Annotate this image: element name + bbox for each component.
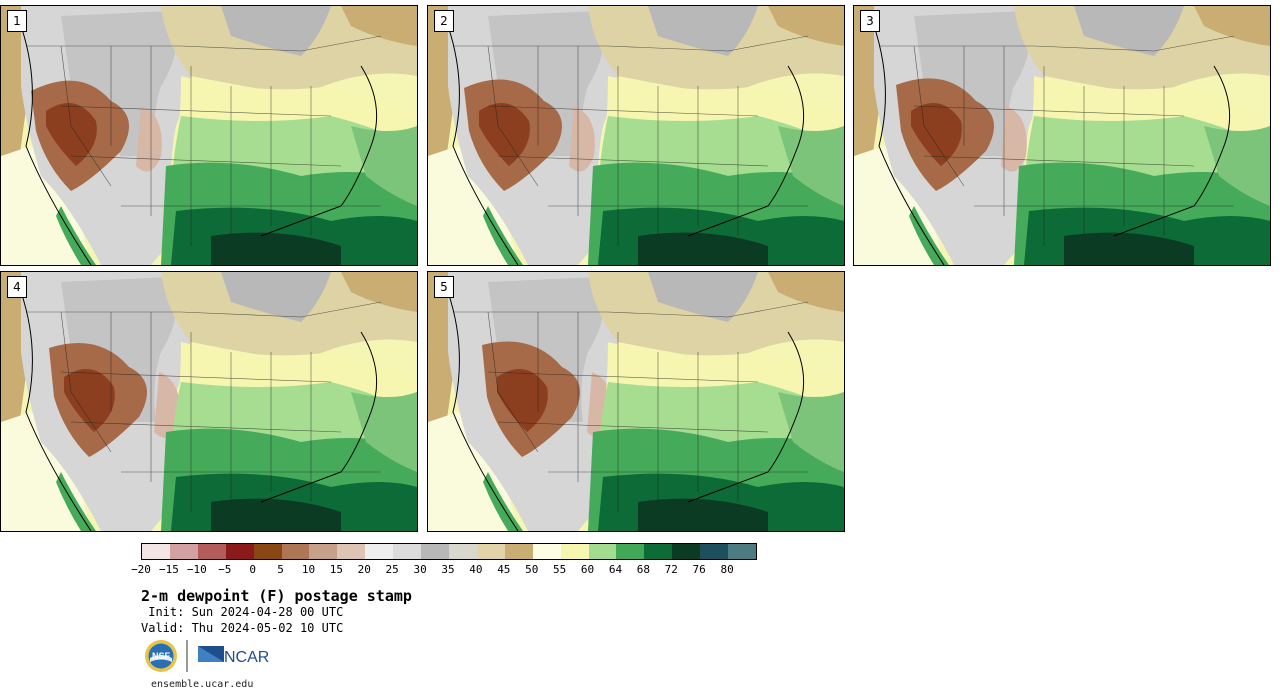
colorbar-tick-label: −15	[158, 563, 179, 576]
colorbar-tick-label: 40	[469, 563, 483, 576]
colorbar-ticks: −20 −15 −10 −5 0 5 10 15 20 25 30 35 40 45 50 55 60 64 68 7…	[131, 563, 755, 577]
colorbar-swatch	[476, 544, 505, 559]
ncar-logo: NCAR	[198, 646, 269, 666]
map-panel-2: 2	[427, 5, 845, 266]
panel-number: 3	[860, 10, 880, 32]
colorbar-tick-label: −5	[218, 563, 232, 576]
colorbar-swatch	[588, 544, 617, 559]
colorbar-tick-label: 80	[720, 563, 734, 576]
colorbar-swatch	[504, 544, 533, 559]
colorbar-tick-label: 60	[580, 563, 595, 576]
colorbar-tick-label: 68	[636, 563, 650, 576]
colorbar-tick-label: 55	[553, 563, 567, 576]
colorbar-tick-label: 10	[301, 563, 316, 576]
svg-text:NCAR: NCAR	[224, 649, 269, 666]
colorbar-tick-label: 76	[692, 563, 706, 576]
website-url: ensemble.ucar.edu	[151, 679, 254, 690]
colorbar-tick-label: 20	[357, 563, 371, 576]
valid-time: Valid: Thu 2024-05-02 10 UTC	[141, 621, 344, 635]
colorbar-tick-label: 15	[329, 563, 343, 576]
colorbar-tick-label: −20	[131, 563, 151, 576]
colorbar-swatch	[393, 544, 422, 559]
panel-number: 4	[7, 276, 27, 298]
colorbar-swatch	[700, 544, 729, 559]
map-panel-5: 5	[427, 271, 845, 532]
colorbar-swatch	[448, 544, 477, 559]
colorbar-swatch	[142, 544, 170, 559]
colorbar-swatch	[728, 544, 756, 559]
map-panel-4: 4	[0, 271, 418, 532]
colorbar-swatch	[225, 544, 254, 559]
figure-title: 2-m dewpoint (F) postage stamp	[141, 587, 412, 605]
colorbar-tick-label: 45	[497, 563, 511, 576]
logos: NSF NCAR	[144, 638, 274, 676]
colorbar-tick-label: 0	[249, 563, 256, 576]
colorbar-tick-label: 72	[664, 563, 678, 576]
dewpoint-map	[428, 272, 844, 531]
init-time: Init: Sun 2024-04-28 00 UTC	[141, 605, 344, 619]
colorbar-tick-label: 50	[525, 563, 539, 576]
dewpoint-map	[428, 6, 844, 265]
colorbar-tick-label: 35	[441, 563, 455, 576]
colorbar-swatch	[281, 544, 310, 559]
colorbar	[141, 543, 757, 560]
panel-number: 1	[7, 10, 27, 32]
nsf-logo: NSF	[145, 640, 177, 672]
dewpoint-map	[1, 272, 417, 531]
panel-number: 2	[434, 10, 454, 32]
colorbar-swatch	[309, 544, 338, 559]
colorbar-swatch	[337, 544, 366, 559]
colorbar-tick-label: 25	[385, 563, 399, 576]
colorbar-swatch	[616, 544, 645, 559]
dewpoint-map	[854, 6, 1270, 265]
svg-text:NSF: NSF	[152, 651, 171, 661]
colorbar-swatch	[169, 544, 198, 559]
panel-number: 5	[434, 276, 454, 298]
colorbar-tick-label: 5	[277, 563, 284, 576]
colorbar-swatch	[197, 544, 226, 559]
colorbar-swatch	[365, 544, 394, 559]
colorbar-tick-label: 30	[413, 563, 427, 576]
colorbar-swatch	[532, 544, 561, 559]
colorbar-swatch	[253, 544, 282, 559]
colorbar-swatch	[644, 544, 673, 559]
colorbar-swatch	[421, 544, 449, 559]
colorbar-swatch	[560, 544, 589, 559]
map-panel-1: 1	[0, 5, 418, 266]
colorbar-tick-label: −10	[186, 563, 207, 576]
colorbar-tick-label: 64	[608, 563, 623, 576]
map-panel-3: 3	[853, 5, 1271, 266]
dewpoint-map	[1, 6, 417, 265]
colorbar-swatch	[672, 544, 701, 559]
